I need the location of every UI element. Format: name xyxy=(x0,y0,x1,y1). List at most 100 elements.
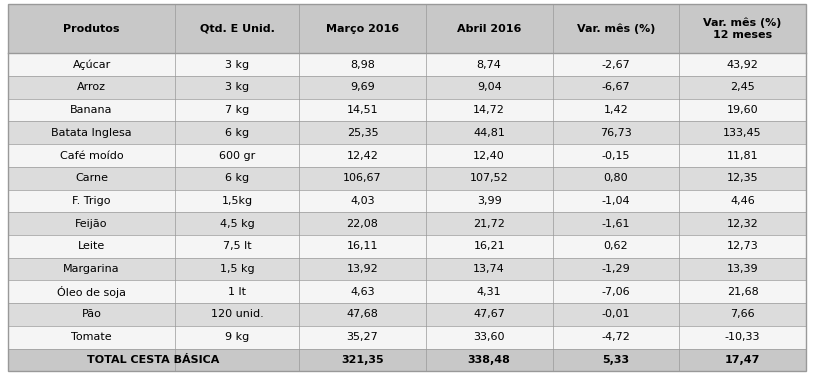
Text: 76,73: 76,73 xyxy=(600,128,632,138)
Text: 0,80: 0,80 xyxy=(603,173,628,183)
Text: Leite: Leite xyxy=(78,242,105,251)
Text: Abril 2016: Abril 2016 xyxy=(457,24,521,33)
Text: 133,45: 133,45 xyxy=(723,128,762,138)
Text: 4,5 kg: 4,5 kg xyxy=(220,219,255,229)
Text: 3 kg: 3 kg xyxy=(225,60,249,70)
Text: Var. mês (%): Var. mês (%) xyxy=(576,23,655,34)
Text: 1,5 kg: 1,5 kg xyxy=(220,264,255,274)
Text: 21,68: 21,68 xyxy=(727,287,759,297)
Text: 7,5 lt: 7,5 lt xyxy=(223,242,252,251)
Text: 12,40: 12,40 xyxy=(473,150,505,160)
Text: 47,68: 47,68 xyxy=(347,309,379,320)
Text: 14,51: 14,51 xyxy=(347,105,379,115)
Text: 44,81: 44,81 xyxy=(473,128,505,138)
Text: 1 lt: 1 lt xyxy=(228,287,246,297)
Text: Março 2016: Março 2016 xyxy=(326,24,399,33)
Text: 107,52: 107,52 xyxy=(470,173,509,183)
Text: Café moído: Café moído xyxy=(59,150,124,160)
Text: 4,46: 4,46 xyxy=(730,196,755,206)
Text: 0,62: 0,62 xyxy=(603,242,628,251)
Text: 17,47: 17,47 xyxy=(724,355,760,365)
Text: 47,67: 47,67 xyxy=(473,309,505,320)
Text: 6 kg: 6 kg xyxy=(225,173,249,183)
Text: 14,72: 14,72 xyxy=(473,105,505,115)
Text: Feijão: Feijão xyxy=(76,219,107,229)
Text: 5,33: 5,33 xyxy=(602,355,629,365)
Text: 7,66: 7,66 xyxy=(730,309,755,320)
Text: Batata Inglesa: Batata Inglesa xyxy=(51,128,132,138)
Text: TOTAL CESTA BÁSICA: TOTAL CESTA BÁSICA xyxy=(87,355,220,365)
Text: Pão: Pão xyxy=(81,309,102,320)
Text: -1,29: -1,29 xyxy=(602,264,630,274)
Text: 9 kg: 9 kg xyxy=(225,332,249,342)
Text: 4,63: 4,63 xyxy=(350,287,374,297)
Bar xyxy=(8,122,806,144)
Text: 120 unid.: 120 unid. xyxy=(211,309,264,320)
Bar xyxy=(8,280,806,303)
Bar xyxy=(8,303,806,326)
Text: 4,31: 4,31 xyxy=(477,287,501,297)
Text: 2,45: 2,45 xyxy=(730,82,755,92)
Text: -4,72: -4,72 xyxy=(602,332,630,342)
Text: -2,67: -2,67 xyxy=(602,60,630,70)
Text: 19,60: 19,60 xyxy=(727,105,759,115)
Text: Óleo de soja: Óleo de soja xyxy=(57,286,126,298)
Bar xyxy=(8,348,806,371)
Text: 8,74: 8,74 xyxy=(477,60,501,70)
Text: 6 kg: 6 kg xyxy=(225,128,249,138)
Text: 12,35: 12,35 xyxy=(727,173,759,183)
Text: Margarina: Margarina xyxy=(63,264,120,274)
Text: -6,67: -6,67 xyxy=(602,82,630,92)
Text: Qtd. E Unid.: Qtd. E Unid. xyxy=(199,24,274,33)
Text: 22,08: 22,08 xyxy=(347,219,379,229)
Text: 9,04: 9,04 xyxy=(477,82,501,92)
Text: 600 gr: 600 gr xyxy=(219,150,256,160)
Bar xyxy=(8,76,806,99)
Text: 321,35: 321,35 xyxy=(341,355,384,365)
Bar xyxy=(8,4,806,53)
Text: Produtos: Produtos xyxy=(63,24,120,33)
Text: 1,5kg: 1,5kg xyxy=(221,196,252,206)
Text: -1,04: -1,04 xyxy=(602,196,630,206)
Text: 33,60: 33,60 xyxy=(474,332,505,342)
Text: -0,15: -0,15 xyxy=(602,150,630,160)
Bar xyxy=(8,258,806,280)
Bar xyxy=(8,190,806,212)
Text: 13,39: 13,39 xyxy=(727,264,759,274)
Text: Arroz: Arroz xyxy=(77,82,106,92)
Text: Var. mês (%)
12 meses: Var. mês (%) 12 meses xyxy=(703,17,781,40)
Text: 12,73: 12,73 xyxy=(727,242,759,251)
Text: 1,42: 1,42 xyxy=(603,105,628,115)
Text: 21,72: 21,72 xyxy=(473,219,505,229)
Bar xyxy=(8,326,806,348)
Text: Banana: Banana xyxy=(70,105,113,115)
Text: -7,06: -7,06 xyxy=(602,287,630,297)
Text: 12,42: 12,42 xyxy=(347,150,379,160)
Text: 12,32: 12,32 xyxy=(727,219,759,229)
Text: F. Trigo: F. Trigo xyxy=(72,196,111,206)
Text: 16,21: 16,21 xyxy=(474,242,505,251)
Text: 11,81: 11,81 xyxy=(727,150,759,160)
Bar xyxy=(8,167,806,190)
Text: -10,33: -10,33 xyxy=(724,332,760,342)
Bar xyxy=(8,212,806,235)
Text: 16,11: 16,11 xyxy=(347,242,379,251)
Text: -1,61: -1,61 xyxy=(602,219,630,229)
Text: 7 kg: 7 kg xyxy=(225,105,249,115)
Text: 8,98: 8,98 xyxy=(350,60,375,70)
Text: -0,01: -0,01 xyxy=(602,309,630,320)
Text: 106,67: 106,67 xyxy=(344,173,382,183)
Text: 13,92: 13,92 xyxy=(347,264,379,274)
Bar xyxy=(8,53,806,76)
Text: 3 kg: 3 kg xyxy=(225,82,249,92)
Bar xyxy=(8,235,806,258)
Text: 35,27: 35,27 xyxy=(347,332,379,342)
Text: Açúcar: Açúcar xyxy=(72,60,111,70)
Text: 43,92: 43,92 xyxy=(727,60,759,70)
Text: 13,74: 13,74 xyxy=(473,264,505,274)
Text: 4,03: 4,03 xyxy=(350,196,374,206)
Text: Carne: Carne xyxy=(75,173,108,183)
Text: Tomate: Tomate xyxy=(72,332,112,342)
Text: 25,35: 25,35 xyxy=(347,128,379,138)
Text: 9,69: 9,69 xyxy=(350,82,375,92)
